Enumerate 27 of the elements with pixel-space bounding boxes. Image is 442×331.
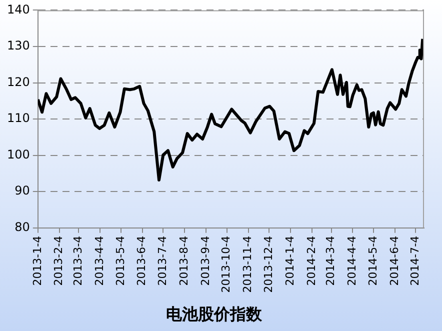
y-tick-label: 140 [7,2,30,16]
y-tick-label: 110 [7,111,30,126]
x-tick-label: 2014-2-4 [304,236,318,286]
x-tick-label: 2014-6-4 [388,236,401,286]
text: 电池股价指数 [166,304,263,324]
x-tick-label: 2013-2-4 [52,236,66,286]
x-tick-label: 2014-7-4 [408,236,422,286]
x-tick-label: 2013-3-4 [72,236,85,286]
x-tick-label: 2013-11-4 [241,236,254,293]
x-tick-label: 2013-1-4 [30,236,44,286]
x-tick-label: 2013-8-4 [177,236,190,286]
y-tick-label: 100 [7,147,30,162]
y-tick-label: 90 [14,184,30,198]
y-tick-label: 80 [14,220,30,234]
x-tick-label: 2013-7-4 [156,236,170,286]
x-tick-label: 2014-1-4 [283,236,296,286]
x-tick-label: 2013-4-4 [93,236,106,286]
x-tick-label: 2013-5-4 [114,236,127,286]
y-tick-label: 120 [7,74,30,89]
x-tick-label: 2014-3-4 [324,236,338,286]
y-tick-label: 130 [7,38,30,53]
x-tick-label: 2014-5-4 [366,236,380,286]
x-tick-label: 2013-12-4 [262,236,275,293]
x-tick-label: 2013-6-4 [135,236,148,286]
x-tick-label: 2013-9-4 [198,236,212,286]
x-tick-label: 2013-10-4 [220,236,233,293]
x-tick-label: 2014-4-4 [346,236,359,286]
